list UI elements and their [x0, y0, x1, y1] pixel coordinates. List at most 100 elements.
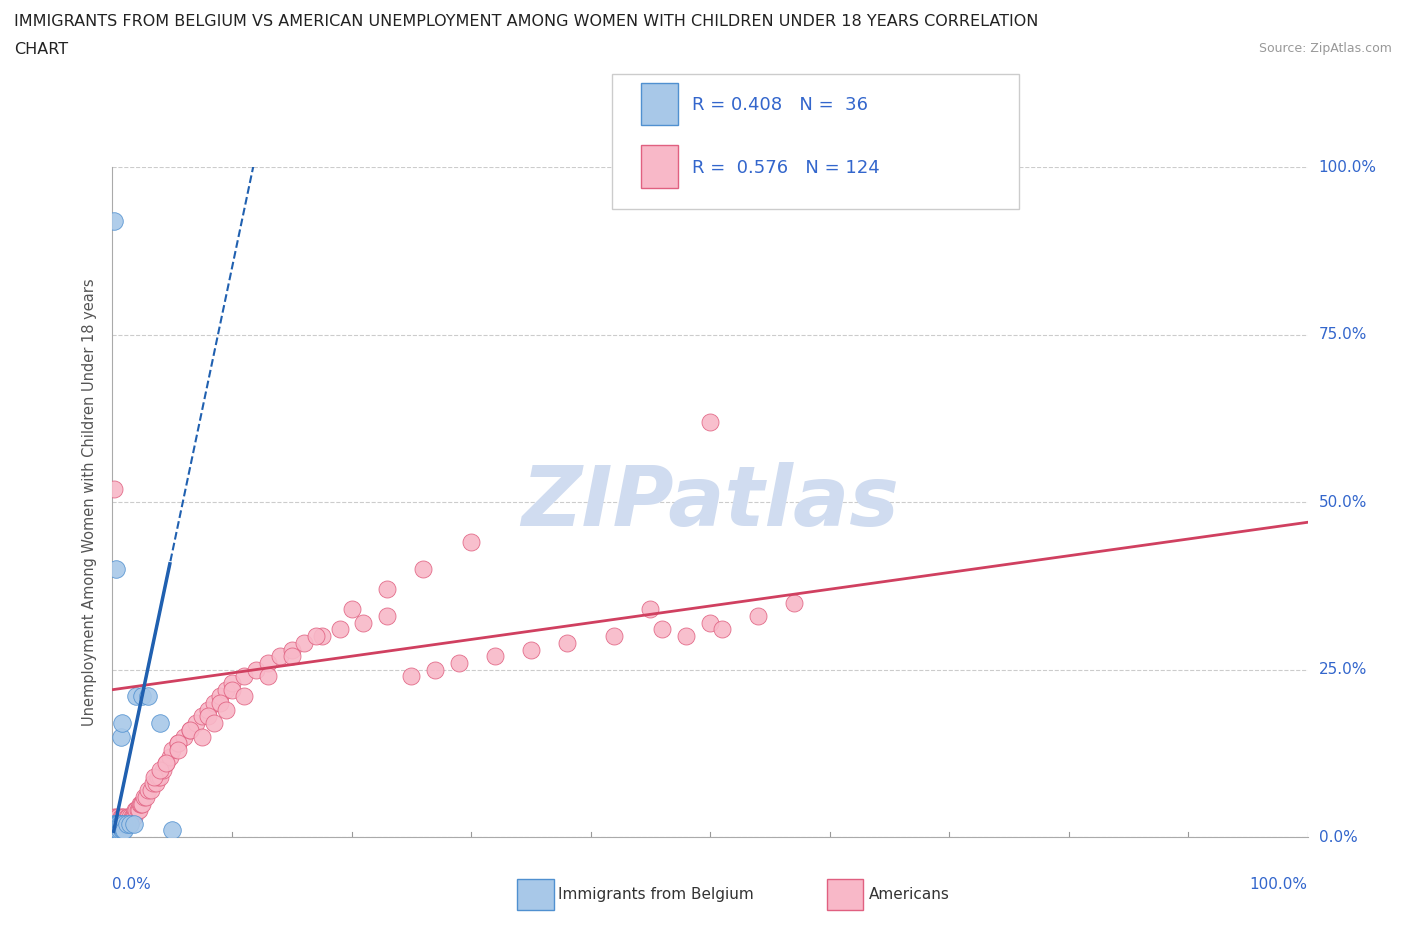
Point	[110, 817, 132, 831]
Point	[114, 809, 135, 824]
Point	[114, 817, 136, 831]
Text: R = 0.408   N =  36: R = 0.408 N = 36	[692, 96, 868, 113]
Point	[127, 803, 149, 817]
Point	[162, 742, 183, 757]
Point	[484, 649, 506, 664]
Point	[638, 173, 662, 188]
Point	[122, 817, 145, 831]
Point	[105, 817, 128, 831]
Point	[191, 709, 214, 724]
Point	[122, 809, 145, 824]
Point	[104, 823, 127, 838]
Point	[104, 817, 127, 831]
Point	[173, 729, 195, 744]
Point	[111, 716, 134, 731]
Point	[110, 817, 132, 831]
Point	[103, 817, 125, 831]
Point	[103, 817, 125, 831]
Point	[292, 635, 315, 650]
Point	[555, 635, 578, 650]
Point	[114, 817, 135, 831]
Point	[142, 776, 165, 790]
Point	[112, 817, 135, 831]
Point	[129, 796, 152, 811]
Point	[105, 817, 128, 831]
Point	[120, 809, 142, 824]
Point	[115, 817, 138, 831]
Point	[105, 817, 128, 831]
Point	[197, 702, 219, 717]
Point	[114, 817, 135, 831]
Text: IMMIGRANTS FROM BELGIUM VS AMERICAN UNEMPLOYMENT AMONG WOMEN WITH CHILDREN UNDER: IMMIGRANTS FROM BELGIUM VS AMERICAN UNEM…	[14, 14, 1039, 29]
Point	[104, 817, 127, 831]
Point	[124, 803, 146, 817]
Point	[138, 783, 160, 798]
Point	[108, 823, 131, 838]
Text: 0.0%: 0.0%	[1319, 830, 1357, 844]
Text: 50.0%: 50.0%	[1319, 495, 1367, 510]
Point	[311, 629, 333, 644]
Point	[425, 662, 447, 677]
Text: Immigrants from Belgium: Immigrants from Belgium	[558, 887, 754, 902]
Point	[112, 823, 135, 838]
Point	[149, 769, 172, 784]
Point	[603, 629, 626, 644]
Point	[105, 823, 128, 838]
Point	[107, 817, 129, 831]
Text: CHART: CHART	[14, 42, 67, 57]
Point	[118, 817, 141, 831]
Point	[108, 823, 131, 838]
Point	[111, 817, 134, 831]
Point	[108, 817, 131, 831]
Text: 100.0%: 100.0%	[1319, 160, 1376, 175]
Point	[149, 763, 172, 777]
Point	[257, 669, 280, 684]
Point	[104, 817, 127, 831]
Point	[257, 656, 280, 671]
Point	[281, 649, 304, 664]
Point	[167, 742, 190, 757]
Point	[675, 180, 697, 195]
Point	[115, 817, 138, 831]
Point	[328, 622, 352, 637]
Point	[112, 817, 135, 831]
Point	[103, 823, 125, 838]
Point	[352, 616, 374, 631]
Point	[269, 649, 291, 664]
Point	[699, 616, 721, 631]
Point	[132, 790, 155, 804]
Point	[191, 729, 214, 744]
Point	[401, 669, 423, 684]
Point	[143, 769, 166, 784]
Point	[675, 629, 697, 644]
Point	[651, 622, 673, 637]
Text: Source: ZipAtlas.com: Source: ZipAtlas.com	[1258, 42, 1392, 55]
Point	[447, 656, 470, 671]
Point	[138, 689, 160, 704]
Point	[155, 756, 177, 771]
Point	[152, 763, 174, 777]
Point	[105, 823, 128, 838]
Point	[103, 817, 125, 831]
Point	[232, 689, 256, 704]
Point	[159, 750, 181, 764]
Point	[115, 809, 138, 824]
Point	[111, 809, 134, 824]
Point	[125, 689, 148, 704]
Point	[221, 675, 243, 690]
Point	[104, 817, 127, 831]
Point	[377, 608, 399, 623]
Point	[114, 823, 135, 838]
Point	[202, 696, 225, 711]
Point	[104, 823, 127, 838]
Point	[103, 823, 125, 838]
Point	[114, 817, 135, 831]
Point	[103, 823, 125, 838]
Point	[377, 582, 399, 597]
Point	[129, 796, 152, 811]
Point	[103, 817, 125, 831]
Text: 25.0%: 25.0%	[1319, 662, 1367, 677]
Point	[651, 180, 673, 195]
Point	[110, 729, 132, 744]
Point	[179, 723, 201, 737]
